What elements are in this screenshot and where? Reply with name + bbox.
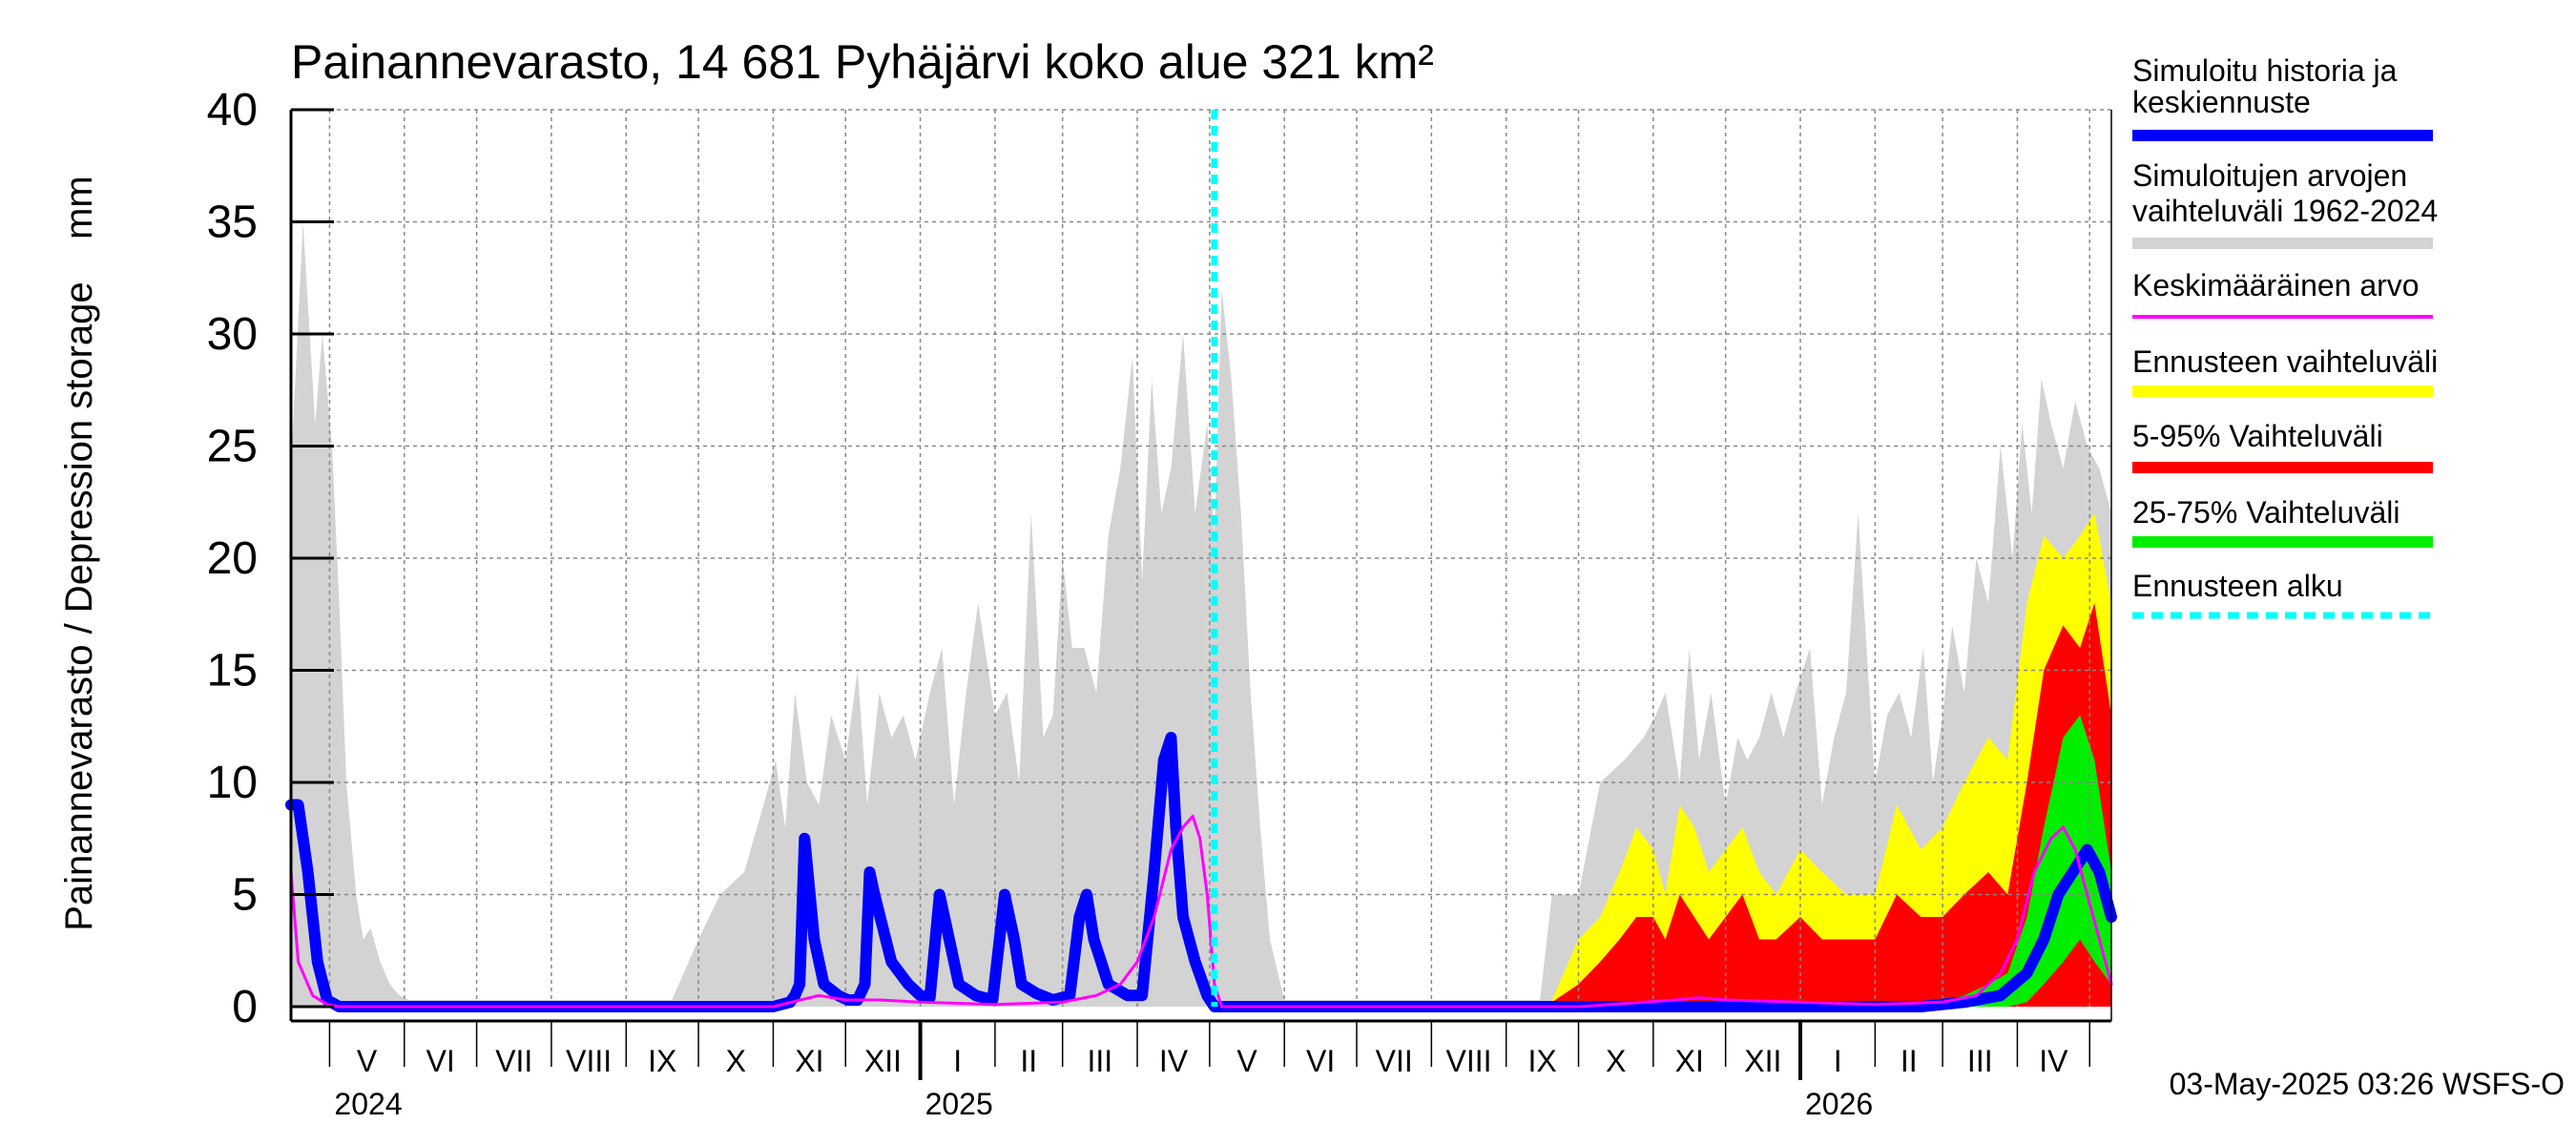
grid-layer (291, 109, 2111, 1007)
month-label-6: XI (795, 1044, 823, 1078)
band-0 (291, 221, 2111, 1007)
y-tick-label-6: 30 (207, 309, 258, 360)
y-tick-label-8: 40 (207, 85, 258, 135)
month-label-21: II (1901, 1044, 1918, 1078)
month-label-5: X (726, 1044, 746, 1078)
month-label-0: V (357, 1044, 378, 1078)
y-tick-label-4: 20 (207, 533, 258, 584)
legend-label-6-0: Ennusteen alku (2132, 569, 2343, 603)
series-line-1 (289, 814, 2113, 1009)
year-label-0: 2024 (334, 1087, 402, 1121)
legend-label-3-0: Ennusteen vaihteluväli (2132, 344, 2438, 379)
y-tick-label-7: 35 (207, 198, 258, 248)
month-label-3: VIII (566, 1044, 612, 1078)
month-label-20: I (1834, 1044, 1842, 1078)
year-label-1: 2025 (925, 1087, 993, 1121)
legend-label-5-0: 25-75% Vaihteluväli (2132, 495, 2399, 530)
band-layer (291, 221, 2111, 1007)
legend-label-0-1: keskiennuste (2132, 85, 2311, 119)
chart-title: Painannevarasto, 14 681 Pyhäjärvi koko a… (291, 35, 1434, 89)
month-label-18: XI (1675, 1044, 1704, 1078)
legend-label-1-0: Simuloitujen arvojen (2132, 158, 2407, 193)
y-tick-label-3: 15 (207, 646, 258, 697)
legend-label-4-0: 5-95% Vaihteluväli (2132, 419, 2383, 453)
year-label-2: 2026 (1805, 1087, 1873, 1121)
band-3 (1933, 715, 2111, 1007)
line-layer (285, 110, 2117, 1012)
month-label-4: IX (648, 1044, 676, 1078)
y-tick-label-0: 0 (232, 982, 258, 1032)
legend-label-0-0: Simuloitu historia ja (2132, 53, 2398, 88)
footer-timestamp: 03-May-2025 03:26 WSFS-O (2170, 1067, 2565, 1101)
band-1 (1551, 513, 2111, 1007)
band-2 (1551, 603, 2111, 1007)
month-label-16: IX (1527, 1044, 1556, 1078)
month-label-13: VI (1306, 1044, 1335, 1078)
y-tick-label-2: 10 (207, 758, 258, 808)
y-tick-label-1: 5 (232, 870, 258, 921)
month-label-2: VII (495, 1044, 532, 1078)
month-label-8: I (953, 1044, 962, 1078)
month-label-15: VIII (1446, 1044, 1492, 1078)
month-label-17: X (1606, 1044, 1626, 1078)
month-label-19: XII (1744, 1044, 1781, 1078)
month-label-22: III (1967, 1044, 1993, 1078)
month-label-9: II (1020, 1044, 1037, 1078)
month-label-1: VI (426, 1044, 455, 1078)
month-label-11: IV (1159, 1044, 1189, 1078)
month-label-10: III (1088, 1044, 1113, 1078)
month-label-14: VII (1376, 1044, 1413, 1078)
month-label-12: V (1236, 1044, 1257, 1078)
month-label-7: XII (864, 1044, 902, 1078)
y-axis-label: Painannevarasto / Depression storage mm (58, 176, 100, 931)
legend-label-2-0: Keskimääräinen arvo (2132, 268, 2420, 302)
y-tick-label-5: 25 (207, 422, 258, 472)
legend-label-1-1: vaihteluväli 1962-2024 (2132, 194, 2438, 228)
month-label-23: IV (2039, 1044, 2068, 1078)
